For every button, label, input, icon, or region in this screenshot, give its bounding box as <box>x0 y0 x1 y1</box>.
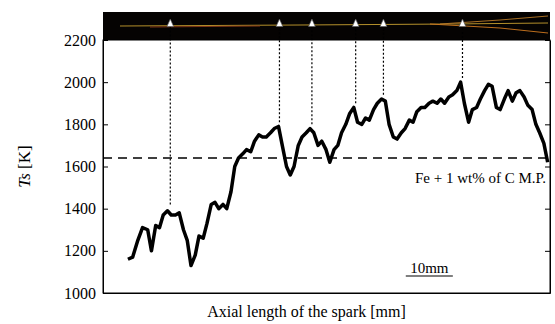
spark-trace <box>440 16 548 24</box>
x-axis-line <box>104 293 551 294</box>
x-axis-title: Axial length of the spark [mm] <box>207 303 406 321</box>
y-right-tick <box>545 251 550 252</box>
y-tick: 1000 <box>64 285 108 302</box>
y-right-tick-mark <box>545 167 550 168</box>
y-tick-mark <box>103 82 108 83</box>
y-tick-label: 1400 <box>64 200 96 217</box>
arrow <box>462 19 463 78</box>
scale-bar-label: 10mm <box>410 260 449 276</box>
y-tick: 1200 <box>64 242 108 259</box>
y-tick-label: 1600 <box>64 158 96 175</box>
y-right-tick <box>545 167 550 168</box>
spark-trace <box>120 23 548 26</box>
y-right-tick <box>545 124 550 125</box>
y-tick-label: 1200 <box>64 242 96 259</box>
melting-point-label: Fe + 1 wt% of C M.P. <box>415 170 546 186</box>
y-tick: 1800 <box>64 116 108 133</box>
y-right-tick-mark <box>545 124 550 125</box>
arrow <box>279 19 280 122</box>
y-axis-title: Ts [K] <box>15 145 34 187</box>
y-tick: 1400 <box>64 200 108 217</box>
y-right-tick-mark <box>545 251 550 252</box>
y-tick-label: 1800 <box>64 116 96 133</box>
arrow <box>170 19 171 204</box>
y-right-tick-mark <box>545 82 550 83</box>
y-tick-label: 1000 <box>64 285 96 302</box>
y-tick: 2200 <box>64 32 108 49</box>
y-tick-label: 2000 <box>64 74 96 91</box>
y-tick-mark <box>103 124 108 125</box>
arrow <box>355 19 356 103</box>
plot-data <box>103 82 550 265</box>
y-right-tick <box>545 82 550 83</box>
y-tick-mark <box>103 40 108 41</box>
y-tick-mark <box>103 251 108 252</box>
y-tick-mark <box>103 209 108 210</box>
scale-bar <box>406 275 453 276</box>
y-right-tick-mark <box>545 40 550 41</box>
y-right-tick <box>545 40 550 41</box>
y-tick-mark <box>103 167 108 168</box>
y-right-tick-mark <box>545 209 550 210</box>
y-axis: 1000 1200 1400 1600 1800 2000 2200 <box>64 32 108 302</box>
spark-trace <box>430 24 548 33</box>
y-tick: 1600 <box>64 158 108 175</box>
arrow <box>383 19 384 95</box>
y-tick-label: 2200 <box>64 32 96 49</box>
y-axis-right <box>545 41 551 294</box>
y-right-tick <box>545 209 550 210</box>
y-tick: 2000 <box>64 74 108 91</box>
temperature-line <box>128 82 548 265</box>
spark-trace <box>150 26 260 27</box>
y-axis-right-line <box>550 41 551 294</box>
arrow <box>311 19 312 124</box>
x-axis <box>104 293 551 294</box>
